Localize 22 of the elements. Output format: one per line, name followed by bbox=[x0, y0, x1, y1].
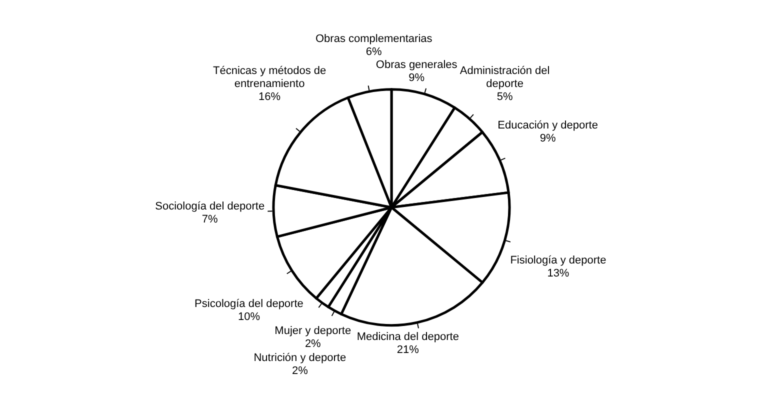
slice-label: Nutrición y deporte bbox=[254, 352, 346, 364]
data-label: 21% bbox=[396, 344, 420, 356]
data-label: 2% bbox=[292, 364, 308, 377]
legend-label: Psicología del deporte bbox=[194, 298, 304, 310]
slice-label: Mujer y deporte bbox=[274, 325, 352, 338]
data-label: 10% bbox=[238, 310, 260, 323]
slice-label: Fisiología y deporte bbox=[510, 254, 606, 266]
data-label: 9% bbox=[540, 132, 556, 145]
data-label: 9% bbox=[408, 72, 425, 84]
slice-label: Educación y deporte bbox=[498, 120, 598, 132]
slice-label: Sociología del deporte bbox=[155, 200, 265, 213]
data-label: 7% bbox=[202, 214, 218, 226]
slice-label: Obras complementarias bbox=[315, 32, 433, 45]
data-label: 13% bbox=[547, 267, 570, 280]
slice-label: Administración del deporte bbox=[460, 64, 550, 90]
data-label: 6% bbox=[366, 46, 382, 58]
slice-label: Medicina del deporte bbox=[356, 330, 459, 343]
slice-label: Obras generales bbox=[376, 59, 458, 72]
slice-label: Técnicas y métodos de entrenamiento bbox=[213, 65, 326, 90]
data-label: 16% bbox=[258, 91, 281, 103]
data-label: 2% bbox=[304, 338, 322, 350]
data-label: 5% bbox=[496, 90, 513, 103]
